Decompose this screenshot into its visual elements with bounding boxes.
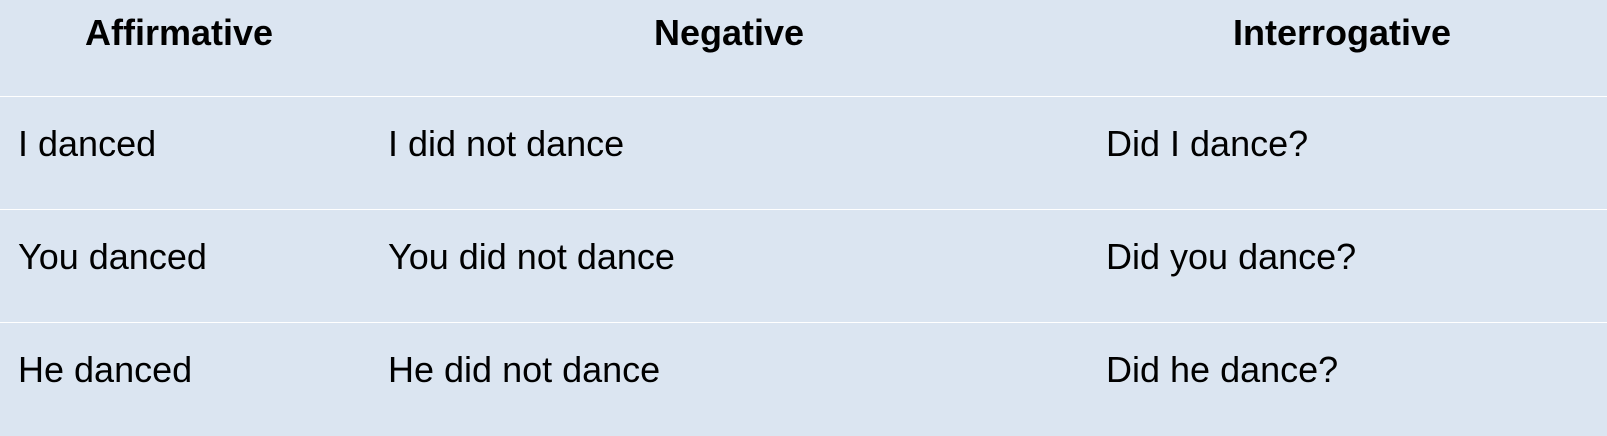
table-row: I danced I did not dance Did I dance? <box>0 96 1607 210</box>
table-body: I danced I did not dance Did I dance? Yo… <box>0 96 1607 436</box>
table-row: You danced You did not dance Did you dan… <box>0 209 1607 324</box>
cell-interrogative: Did you dance? <box>1088 209 1607 324</box>
header-affirmative: Affirmative <box>0 0 370 97</box>
header-row: Affirmative Negative Interrogative <box>0 0 1607 97</box>
header-interrogative: Interrogative <box>1088 0 1607 97</box>
cell-negative: He did not dance <box>388 349 661 391</box>
cell-affirmative: I danced <box>0 96 370 210</box>
header-negative: Negative <box>370 0 1088 97</box>
table-row: He danced He did not dance Did he dance? <box>0 323 1607 436</box>
cell-negative: I did not dance <box>370 96 1088 210</box>
cell-affirmative: You danced <box>0 209 370 324</box>
cell-affirmative: He danced <box>18 349 193 391</box>
cell-interrogative: Did he dance? <box>1106 349 1339 391</box>
table-header: Affirmative Negative Interrogative <box>0 0 1607 97</box>
cell-negative: You did not dance <box>370 209 1088 324</box>
cell-interrogative: Did I dance? <box>1088 96 1607 210</box>
